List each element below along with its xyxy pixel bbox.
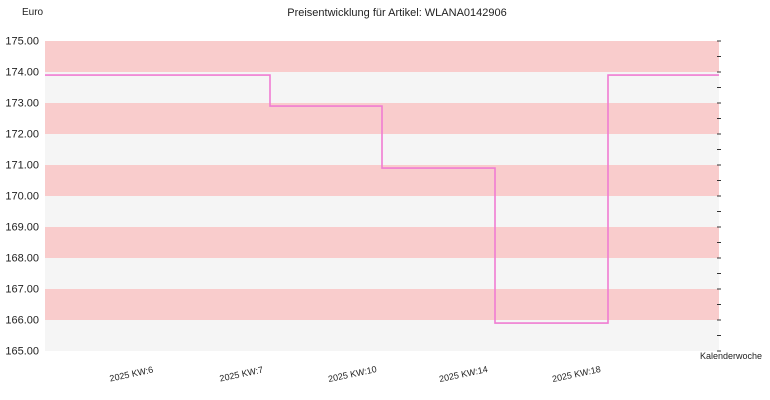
band — [45, 320, 719, 351]
band — [45, 165, 719, 196]
y-tick-label: 167.00 — [5, 284, 39, 296]
y-tick-label: 174.00 — [5, 67, 39, 79]
y-axis-label: Euro — [22, 7, 44, 18]
y-tick-label: 168.00 — [5, 253, 39, 265]
band — [45, 258, 719, 289]
background-bands — [45, 41, 719, 351]
y-tick-label: 172.00 — [5, 129, 39, 141]
y-tick-label: 170.00 — [5, 191, 39, 203]
y-tick-label: 171.00 — [5, 160, 39, 172]
band — [45, 41, 719, 72]
price-series-line — [45, 74, 719, 324]
x-tick-label: 2025 KW:14 — [438, 364, 488, 384]
band — [45, 289, 719, 320]
x-tick-label: 2025 KW:10 — [327, 364, 377, 384]
chart-title: Preisentwicklung für Artikel: WLANA01429… — [287, 7, 507, 19]
band — [45, 72, 719, 103]
x-tick-label: 2025 KW:7 — [219, 365, 264, 384]
x-axis-label: Kalenderwoche — [700, 351, 762, 361]
y-tick-label: 166.00 — [5, 315, 39, 327]
y-tick-label: 165.00 — [5, 346, 39, 358]
band — [45, 196, 719, 227]
y-tick-label: 173.00 — [5, 98, 39, 110]
x-tick-labels: 2025 KW:6 2025 KW:7 2025 KW:10 2025 KW:14 20… — [109, 364, 602, 384]
y-tick-labels: 165.00 166.00 167.00 168.00 169.00 170.00 171.… — [5, 36, 39, 358]
right-minor-ticks — [717, 40, 721, 352]
x-tick-label: 2025 KW:18 — [551, 364, 601, 384]
band — [45, 227, 719, 258]
y-tick-label: 169.00 — [5, 222, 39, 234]
y-tick-label: 175.00 — [5, 36, 39, 48]
x-tick-label: 2025 KW:6 — [109, 365, 154, 384]
